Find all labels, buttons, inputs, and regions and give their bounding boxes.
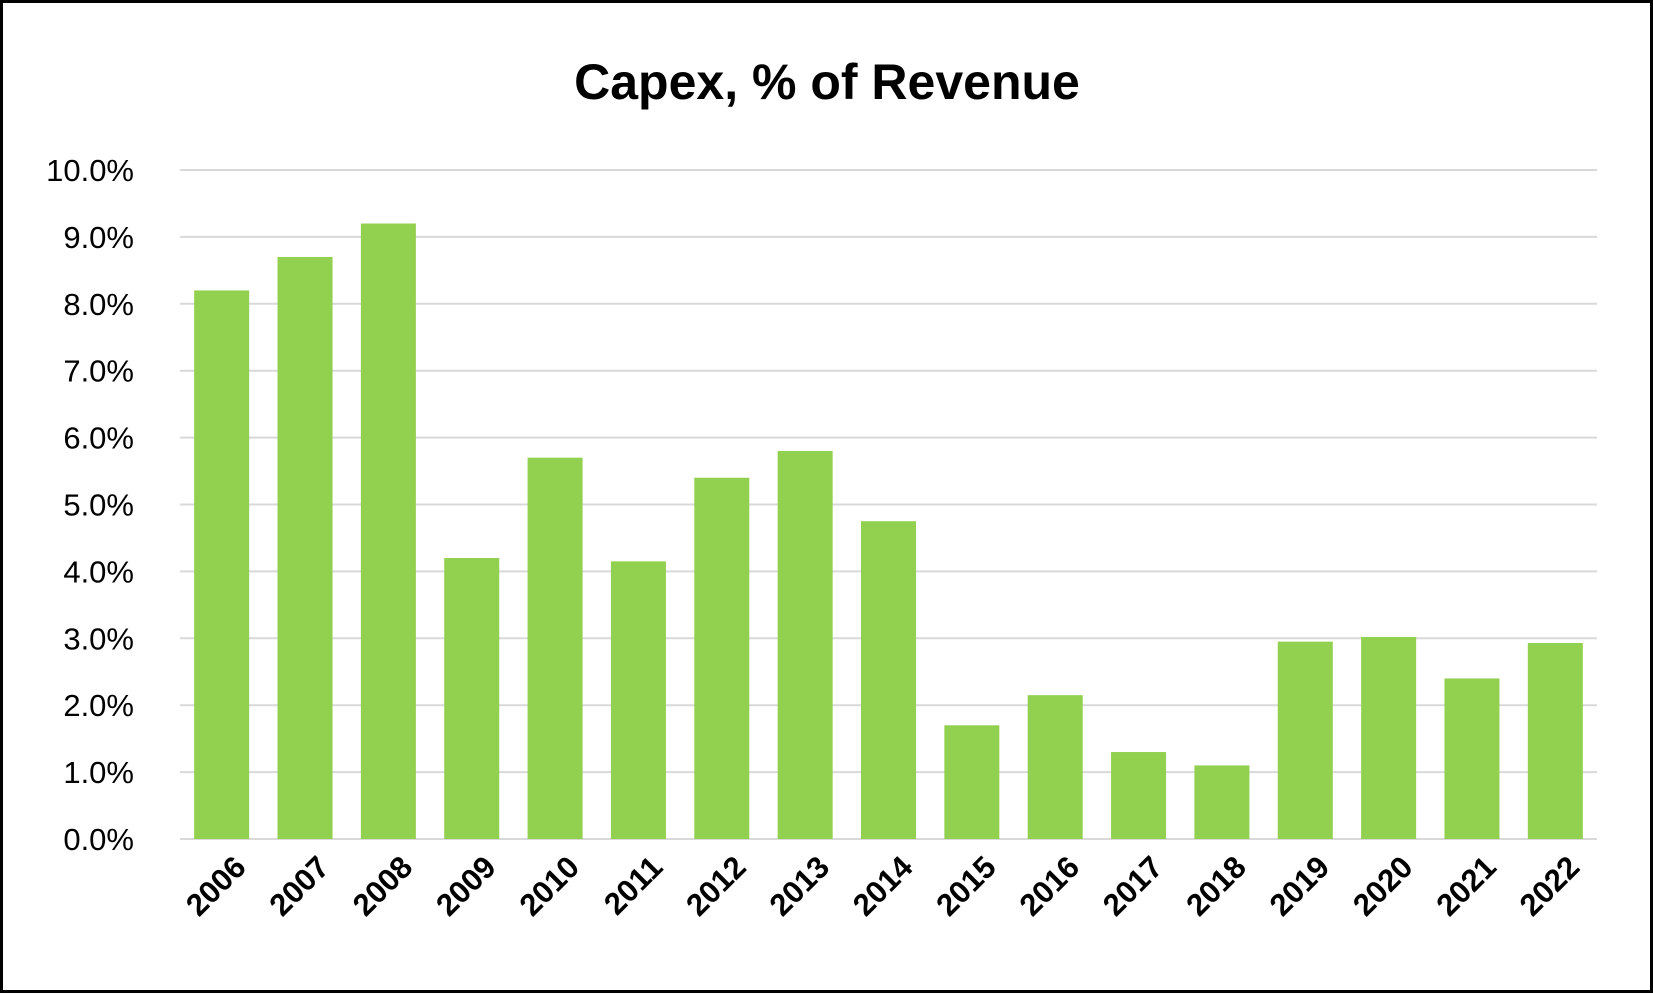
bar-2021: [1444, 678, 1500, 839]
x-tick-label: 2013: [763, 849, 837, 923]
y-axis-tick-labels: 0.0% 1.0% 2.0% 3.0% 4.0% 5.0% 6.0% 7.0% 8.0% 9.0%…: [46, 153, 134, 857]
bar-2009: [444, 558, 500, 839]
bar-2006: [194, 290, 250, 839]
x-tick-label: 2021: [1429, 849, 1503, 923]
y-tick-label: 5.0%: [63, 488, 134, 523]
bars: [194, 223, 1583, 840]
x-tick-label: 2007: [262, 849, 336, 923]
bar-2022: [1527, 642, 1583, 839]
x-tick-label: 2012: [679, 849, 753, 923]
x-tick-label: 2008: [346, 849, 420, 923]
bar-chart: Capex, % of Revenue 0.0% 1.0% 2.0% 3.0% 4.0%…: [46, 54, 1597, 923]
x-tick-label: 2016: [1013, 849, 1087, 923]
y-tick-label: 6.0%: [63, 421, 134, 456]
x-tick-label: 2010: [513, 849, 587, 923]
y-tick-label: 1.0%: [63, 755, 134, 790]
y-tick-label: 0.0%: [63, 822, 134, 857]
bar-2020: [1361, 636, 1417, 839]
x-tick-label: 2019: [1263, 849, 1337, 923]
x-tick-label: 2006: [179, 849, 253, 923]
x-tick-label: 2020: [1346, 849, 1420, 923]
bar-2019: [1277, 641, 1333, 839]
bar-2010: [527, 457, 583, 839]
x-tick-label: 2017: [1096, 849, 1170, 923]
bar-2015: [944, 725, 1000, 839]
chart-title: Capex, % of Revenue: [574, 54, 1080, 110]
bar-2008: [360, 223, 416, 839]
x-tick-label: 2018: [1179, 849, 1253, 923]
x-tick-label: 2011: [597, 849, 669, 921]
bar-2016: [1027, 695, 1083, 839]
bar-2013: [777, 450, 833, 839]
bar-2012: [694, 477, 750, 839]
y-tick-label: 4.0%: [63, 554, 134, 589]
x-tick-label: 2015: [929, 849, 1003, 923]
y-tick-label: 10.0%: [46, 153, 134, 188]
x-tick-label: 2009: [429, 849, 503, 923]
y-tick-label: 8.0%: [63, 287, 134, 322]
y-tick-label: 9.0%: [63, 220, 134, 255]
y-tick-label: 7.0%: [63, 354, 134, 389]
bar-2014: [860, 521, 917, 839]
bar-2007: [277, 256, 333, 840]
bar-2017: [1111, 752, 1167, 839]
x-tick-label: 2022: [1513, 849, 1587, 923]
y-tick-label: 2.0%: [63, 688, 134, 723]
x-axis-tick-labels: 2006 2007 2008 2009 2010 2011 2012 2013 2014 2015…: [179, 849, 1586, 923]
bar-2018: [1194, 765, 1250, 839]
x-tick-label: 2014: [846, 849, 920, 923]
y-tick-label: 3.0%: [63, 621, 134, 656]
bar-2011: [610, 561, 666, 839]
